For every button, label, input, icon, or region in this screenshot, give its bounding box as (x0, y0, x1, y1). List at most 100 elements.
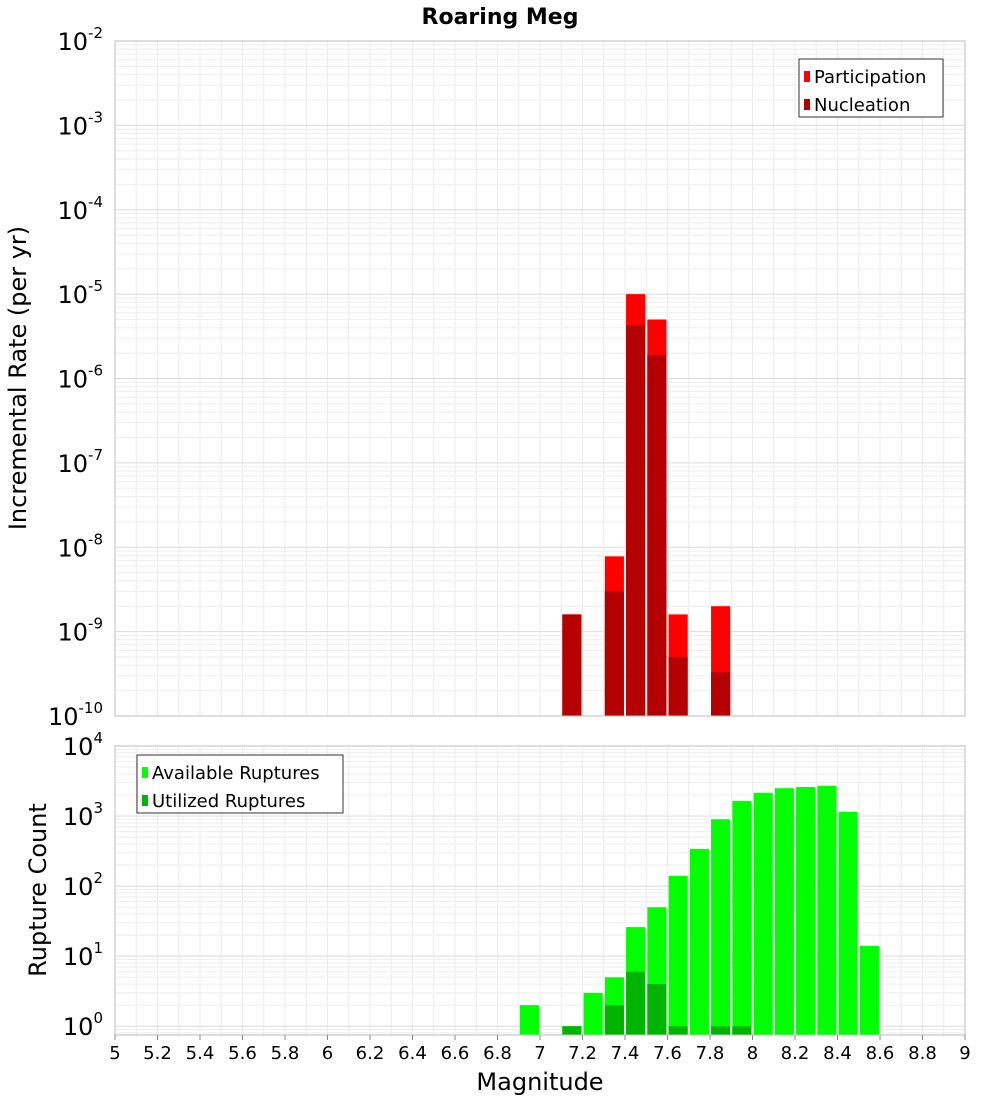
bottom-y-axis-label: Rupture Count (24, 803, 52, 977)
y-tick-label: 101 (63, 939, 103, 971)
y-tick-exponent: -6 (88, 362, 103, 380)
y-tick-base: 10 (57, 281, 88, 309)
y-tick-exponent: -2 (88, 24, 103, 42)
legend-swatch (804, 99, 810, 110)
y-tick-label: 10-2 (57, 24, 103, 56)
x-tick-label: 9 (959, 1043, 970, 1064)
x-tick-label: 7 (534, 1043, 545, 1064)
y-tick-base: 10 (48, 703, 79, 731)
y-tick-exponent: -9 (88, 615, 103, 633)
bar-utilized-ruptures (562, 1026, 582, 1035)
x-tick-label: 8.8 (908, 1043, 937, 1064)
x-tick-label: 8.4 (823, 1043, 852, 1064)
bar-nucleation (711, 672, 731, 716)
y-tick-exponent: 2 (93, 869, 103, 887)
x-tick-label: 5 (109, 1043, 120, 1064)
y-tick-exponent: -3 (88, 108, 103, 126)
x-tick-label: 6.8 (483, 1043, 512, 1064)
plot-frame (114, 40, 966, 717)
bar-available-ruptures (668, 875, 688, 1035)
y-tick-exponent: -7 (88, 446, 103, 464)
y-tick-label: 103 (63, 799, 103, 831)
legend-swatch (804, 71, 810, 82)
bar-available-ruptures (583, 992, 603, 1035)
y-tick-exponent: 0 (93, 1009, 103, 1027)
bar-available-ruptures (519, 1005, 539, 1035)
legend: Available Ruptures Utilized Ruptures (136, 754, 344, 814)
y-tick-base: 10 (63, 733, 94, 761)
chart-title: Roaring Meg (422, 5, 579, 30)
y-tick-label: 10-10 (48, 699, 103, 731)
y-tick-base: 10 (63, 1013, 94, 1041)
y-tick-base: 10 (57, 28, 88, 56)
top-plot: 10-1010-910-810-710-610-510-410-310-2Par… (48, 24, 966, 731)
bar-available-ruptures (711, 819, 731, 1035)
x-tick-label: 7.4 (611, 1043, 640, 1064)
x-tick-label: 5.2 (143, 1043, 172, 1064)
x-tick-label: 6.6 (441, 1043, 470, 1064)
y-tick-label: 102 (63, 869, 103, 901)
y-tick-base: 10 (57, 534, 88, 562)
y-tick-base: 10 (57, 619, 88, 647)
y-tick-exponent: -10 (79, 699, 104, 717)
bar-nucleation (604, 591, 624, 716)
y-tick-label: 10-3 (57, 108, 103, 140)
y-tick-label: 104 (63, 729, 103, 761)
legend: Participation Nucleation (798, 58, 944, 118)
bar-available-ruptures (859, 945, 879, 1035)
bar-utilized-ruptures (604, 1005, 624, 1035)
y-tick-base: 10 (57, 366, 88, 394)
legend-label: Nucleation (814, 95, 910, 116)
top-y-axis-label: Incremental Rate (per yr) (4, 226, 32, 530)
y-tick-label: 10-7 (57, 446, 103, 478)
y-tick-label: 10-8 (57, 530, 103, 562)
x-axis-label: Magnitude (476, 1068, 603, 1096)
x-tick-label: 6 (322, 1043, 333, 1064)
bar-available-ruptures (689, 848, 709, 1035)
legend-label: Utilized Ruptures (152, 791, 305, 812)
x-tick-label: 8 (747, 1043, 758, 1064)
bar-nucleation (647, 354, 667, 716)
y-tick-exponent: 4 (93, 729, 103, 747)
legend-swatch (142, 767, 148, 778)
legend-swatch (142, 795, 148, 806)
bar-available-ruptures (732, 800, 752, 1035)
legend-box (136, 754, 344, 814)
legend-label: Participation (814, 67, 926, 88)
legend-label: Available Ruptures (152, 763, 320, 784)
y-tick-base: 10 (57, 197, 88, 225)
bar-utilized-ruptures (668, 1026, 688, 1035)
x-tick-label: 8.2 (781, 1043, 810, 1064)
bar-nucleation (626, 325, 646, 716)
y-tick-label: 10-4 (57, 193, 103, 225)
bar-utilized-ruptures (647, 984, 667, 1035)
bar-available-ruptures (796, 786, 816, 1035)
legend-box (798, 58, 944, 118)
y-tick-base: 10 (63, 803, 94, 831)
y-tick-label: 10-9 (57, 615, 103, 647)
x-tick-label: 5.8 (271, 1043, 300, 1064)
bar-utilized-ruptures (732, 1026, 752, 1035)
y-tick-label: 100 (63, 1009, 103, 1041)
y-tick-exponent: 3 (93, 799, 103, 817)
bar-available-ruptures (817, 785, 837, 1035)
bar-nucleation (562, 614, 582, 716)
bar-available-ruptures (753, 792, 773, 1035)
bar-available-ruptures (774, 788, 794, 1035)
x-tick-label: 7.6 (653, 1043, 682, 1064)
x-tick-label: 8.6 (866, 1043, 895, 1064)
y-tick-exponent: -8 (88, 530, 103, 548)
y-tick-base: 10 (57, 450, 88, 478)
y-tick-base: 10 (63, 943, 94, 971)
y-tick-exponent: -4 (88, 193, 103, 211)
y-tick-exponent: 1 (93, 939, 103, 957)
bar-utilized-ruptures (711, 1026, 731, 1035)
x-tick-label: 7.2 (568, 1043, 597, 1064)
y-tick-label: 10-6 (57, 362, 103, 394)
y-tick-exponent: -5 (88, 277, 103, 295)
bar-utilized-ruptures (626, 971, 646, 1035)
x-tick-label: 5.4 (186, 1043, 215, 1064)
x-tick-label: 5.6 (228, 1043, 257, 1064)
